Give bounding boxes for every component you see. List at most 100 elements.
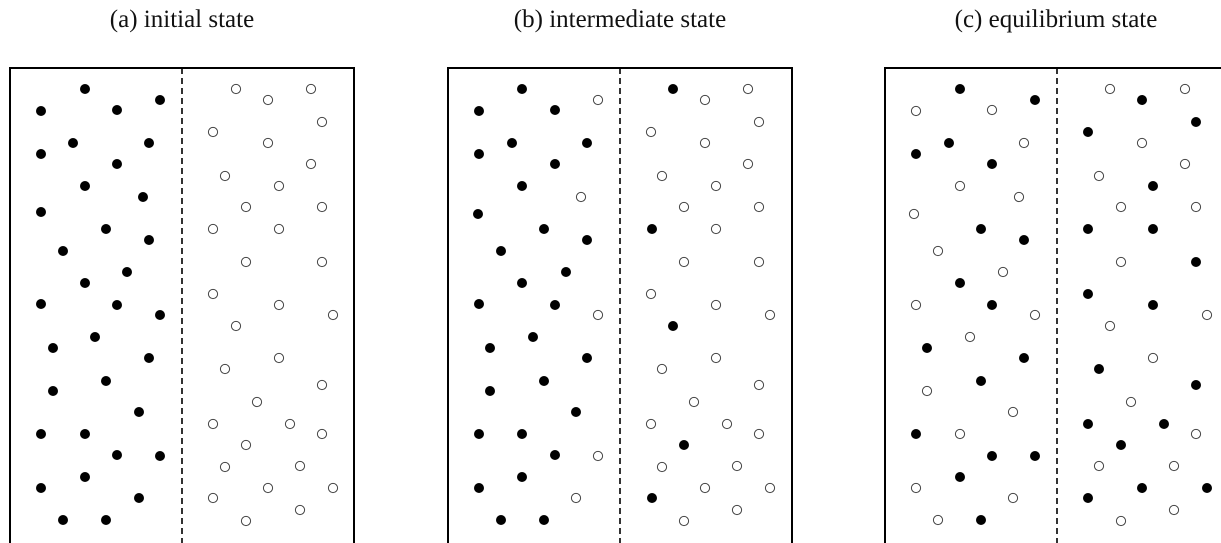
filled-particle (1191, 380, 1201, 390)
filled-particle (36, 106, 46, 116)
filled-particle (1030, 95, 1040, 105)
hollow-particle (710, 180, 722, 192)
filled-particle (1083, 224, 1093, 234)
filled-particle (1083, 493, 1093, 503)
hollow-particle (240, 439, 252, 451)
filled-particle (922, 343, 932, 353)
hollow-particle (207, 492, 219, 504)
hollow-particle (753, 379, 765, 391)
filled-particle (1202, 483, 1212, 493)
filled-particle (976, 224, 986, 234)
filled-particle (1148, 224, 1158, 234)
hollow-particle (1125, 396, 1137, 408)
hollow-particle (305, 83, 317, 95)
filled-particle (155, 310, 165, 320)
hollow-particle (219, 363, 231, 375)
hollow-particle (1147, 352, 1159, 364)
filled-particle (36, 429, 46, 439)
hollow-particle (731, 504, 743, 516)
hollow-particle (1136, 137, 1148, 149)
particles-equilibrium (908, 83, 1213, 527)
filled-particle (1137, 95, 1147, 105)
hollow-particle (710, 299, 722, 311)
hollow-particle (207, 288, 219, 300)
hollow-particle (1093, 170, 1105, 182)
hollow-particle (986, 104, 998, 116)
hollow-particle (327, 482, 339, 494)
hollow-particle (1115, 515, 1127, 527)
hollow-particle (753, 201, 765, 213)
hollow-particle (570, 492, 582, 504)
hollow-particle (910, 482, 922, 494)
filled-particle (955, 278, 965, 288)
filled-particle (679, 440, 689, 450)
filled-particle (582, 138, 592, 148)
hollow-particle (1007, 406, 1019, 418)
hollow-particle (316, 116, 328, 128)
hollow-particle (592, 94, 604, 106)
hollow-particle (678, 515, 690, 527)
filled-particle (138, 192, 148, 202)
filled-particle (474, 483, 484, 493)
hollow-particle (910, 299, 922, 311)
filled-particle (582, 353, 592, 363)
hollow-particle (240, 256, 252, 268)
panel-title-equilibrium: (c) equilibrium state (954, 6, 1158, 33)
hollow-particle (219, 461, 231, 473)
filled-particle (668, 84, 678, 94)
panel-title-initial: (a) initial state (109, 6, 255, 33)
hollow-particle (1115, 201, 1127, 213)
hollow-particle (678, 201, 690, 213)
hollow-particle (656, 363, 668, 375)
hollow-particle (721, 418, 733, 430)
filled-particle (1159, 419, 1169, 429)
filled-particle (36, 483, 46, 493)
hollow-particle (910, 105, 922, 117)
hollow-particle (997, 266, 1009, 278)
hollow-particle (954, 180, 966, 192)
filled-particle (485, 386, 495, 396)
filled-particle (1137, 483, 1147, 493)
hollow-particle (262, 482, 274, 494)
hollow-particle (1190, 201, 1202, 213)
filled-particle (90, 332, 100, 342)
filled-particle (48, 343, 58, 353)
hollow-particle (1201, 309, 1213, 321)
hollow-particle (230, 320, 242, 332)
hollow-particle (908, 208, 920, 220)
hollow-particle (273, 180, 285, 192)
hollow-particle (753, 116, 765, 128)
hollow-particle (251, 396, 263, 408)
filled-particle (1094, 364, 1104, 374)
hollow-particle (656, 461, 668, 473)
hollow-particle (230, 83, 242, 95)
hollow-particle (921, 385, 933, 397)
filled-particle (1191, 117, 1201, 127)
hollow-particle (710, 352, 722, 364)
filled-particle (155, 451, 165, 461)
filled-particle (144, 353, 154, 363)
hollow-particle (316, 201, 328, 213)
filled-particle (112, 300, 122, 310)
filled-particle (496, 515, 506, 525)
hollow-particle (678, 256, 690, 268)
hollow-particle (207, 418, 219, 430)
filled-particle (474, 106, 484, 116)
filled-particle (474, 429, 484, 439)
filled-particle (80, 84, 90, 94)
filled-particle (582, 235, 592, 245)
hollow-particle (1018, 137, 1030, 149)
hollow-particle (1007, 492, 1019, 504)
filled-particle (911, 429, 921, 439)
filled-particle (48, 386, 58, 396)
hollow-particle (327, 309, 339, 321)
panel-initial (9, 67, 355, 543)
filled-particle (944, 138, 954, 148)
panel-title-intermediate: (b) intermediate state (513, 6, 727, 33)
filled-particle (517, 84, 527, 94)
filled-particle (101, 376, 111, 386)
filled-particle (144, 138, 154, 148)
filled-particle (485, 343, 495, 353)
hollow-particle (1104, 83, 1116, 95)
